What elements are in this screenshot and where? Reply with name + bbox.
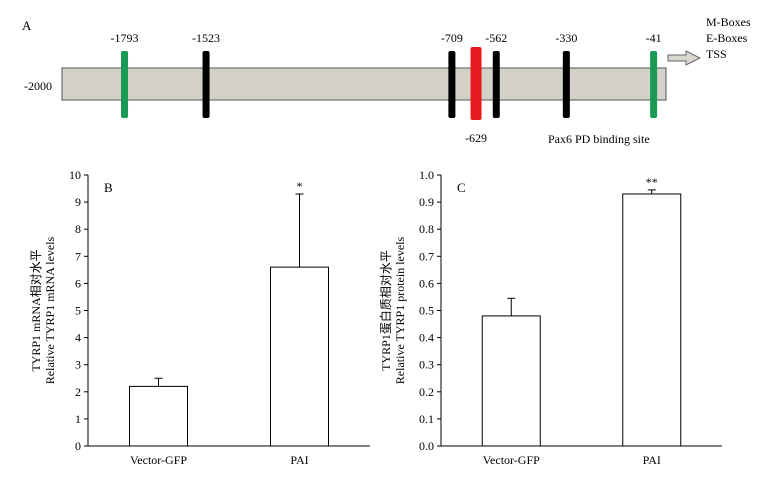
site-marker-e-box [202, 51, 210, 118]
tss-arrow-icon [667, 50, 702, 66]
site-marker-m-box [650, 51, 658, 118]
site-label: -1523 [192, 31, 220, 45]
y-axis-label-cn: TYRP1蛋白质相对水平 [378, 250, 393, 371]
chart-c: C 0.0 0.1 0.2 0.3 0.4 0.5 0.6 0.7 0.8 0.9 1.0 Vecto… [378, 168, 722, 467]
bar [270, 266, 329, 447]
significance-label: ** [646, 175, 658, 189]
y-tick-label: 3 [75, 358, 81, 372]
y-axis-label: Relative TYRP1 mRNA levels [43, 236, 57, 384]
site-label: -330 [555, 31, 577, 45]
y-tick-label: 1.0 [419, 168, 434, 182]
legend-e-boxes: E-Boxes [706, 31, 748, 45]
site-label: -1793 [111, 31, 139, 45]
bar [481, 315, 541, 447]
y-tick-label: 0 [75, 439, 81, 453]
promoter-sites: -1793 -1523 -709 -629 -562 -330 -41 [111, 31, 662, 145]
x-tick-label: Vector-GFP [130, 453, 187, 467]
y-tick-label: 5 [75, 304, 81, 318]
y-tick-label: 0.5 [419, 304, 434, 318]
site-marker-e-box [448, 51, 456, 118]
promoter-diagram: A -2000 M-Boxes E-Boxes TSS Pax6 PD bind… [22, 15, 751, 146]
legend-tss: TSS [706, 47, 727, 61]
y-tick-label: 4 [75, 331, 81, 345]
site-marker-e-box [562, 51, 570, 118]
y-tick-label: 0.0 [419, 439, 434, 453]
legend-m-boxes: M-Boxes [706, 15, 751, 29]
panel-c-label: C [457, 180, 466, 195]
y-tick-label: 0.4 [419, 331, 434, 345]
x-tick-label: Vector-GFP [483, 453, 540, 467]
panel-b-label: B [104, 180, 113, 195]
site-label: -709 [441, 31, 463, 45]
y-tick-label: 7 [75, 249, 81, 263]
y-tick-label: 0.9 [419, 195, 434, 209]
y-tick-label: 8 [75, 222, 81, 236]
site-label: -629 [465, 131, 487, 145]
y-tick-label: 0.7 [419, 249, 434, 263]
y-axis-label: Relative TYRP1 protein levels [393, 236, 407, 384]
promoter-bar [61, 67, 667, 101]
y-tick-label: 0.6 [419, 276, 434, 290]
site-label: -562 [485, 31, 507, 45]
site-marker-e-box [492, 51, 500, 118]
bar [622, 193, 682, 447]
x-tick-label: PAI [643, 453, 661, 467]
y-tick-label: 0.3 [419, 358, 434, 372]
y-tick-label: 2 [75, 385, 81, 399]
site-marker-m-box [121, 51, 129, 118]
y-tick-label: 0.8 [419, 222, 434, 236]
site-marker-pd-site [470, 47, 482, 120]
x-tick-label: PAI [290, 453, 308, 467]
significance-label: * [297, 179, 303, 193]
y-tick-label: 10 [69, 168, 81, 182]
panel-a-label: A [22, 18, 32, 33]
binding-site-label: Pax6 PD binding site [548, 132, 650, 146]
y-tick-label: 6 [75, 276, 81, 290]
y-tick-label: 9 [75, 195, 81, 209]
y-tick-label: 0.1 [419, 412, 434, 426]
y-axis-label-cn: TYRP1 mRNA相对水平 [29, 249, 43, 371]
y-tick-label: 0.2 [419, 385, 434, 399]
bar [129, 385, 188, 447]
chart-b: B 0 1 2 3 4 5 6 7 8 9 10 Vector-GFP * PAI TYRP1 mRNA相对… [29, 168, 370, 467]
promoter-start-label: -2000 [24, 79, 52, 93]
site-label: -41 [646, 31, 662, 45]
y-tick-label: 1 [75, 412, 81, 426]
